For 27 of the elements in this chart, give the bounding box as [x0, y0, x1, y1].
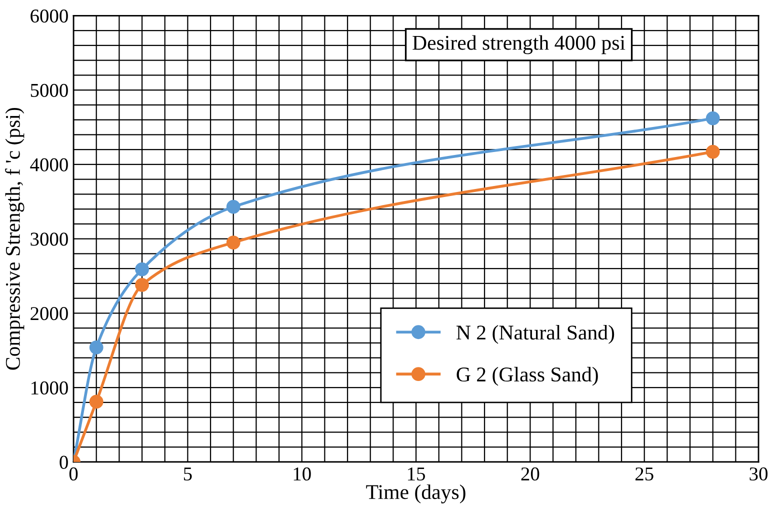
x-tick-label: 5	[184, 468, 192, 481]
x-tick-label: 0	[69, 467, 78, 481]
point	[706, 144, 720, 159]
point	[226, 236, 240, 250]
point	[226, 200, 240, 214]
y-tick-label: 3000	[30, 232, 68, 246]
x-tick-label: 15	[408, 467, 425, 481]
point	[135, 278, 149, 292]
y-tick-label: 5000	[30, 84, 68, 97]
x-tick-label: 30	[750, 467, 768, 481]
point	[135, 262, 149, 276]
legend-label: G 2 (Glass Sand)	[456, 366, 598, 386]
y-tick-label: 4000	[30, 158, 68, 172]
y-tick-label: 0	[60, 456, 68, 469]
y-tick-label: 6000	[30, 9, 68, 23]
point	[706, 111, 720, 126]
x-tick-label: 20	[521, 467, 540, 481]
y-tick-label: 2000	[30, 307, 68, 320]
point	[89, 340, 104, 354]
annotation: Desired strength 4000 psi	[412, 35, 626, 54]
x-tick-label: 10	[294, 467, 311, 481]
legend-label: N 2 (Natural Sand)	[456, 324, 614, 344]
x-axis-title: Time (days)	[366, 484, 466, 504]
y-axis-title: Compressive Strength, f 'c (psi)	[5, 108, 24, 370]
point	[89, 394, 104, 409]
y-tick-label: 1000	[31, 381, 68, 395]
x-tick-label: 25	[635, 467, 654, 481]
